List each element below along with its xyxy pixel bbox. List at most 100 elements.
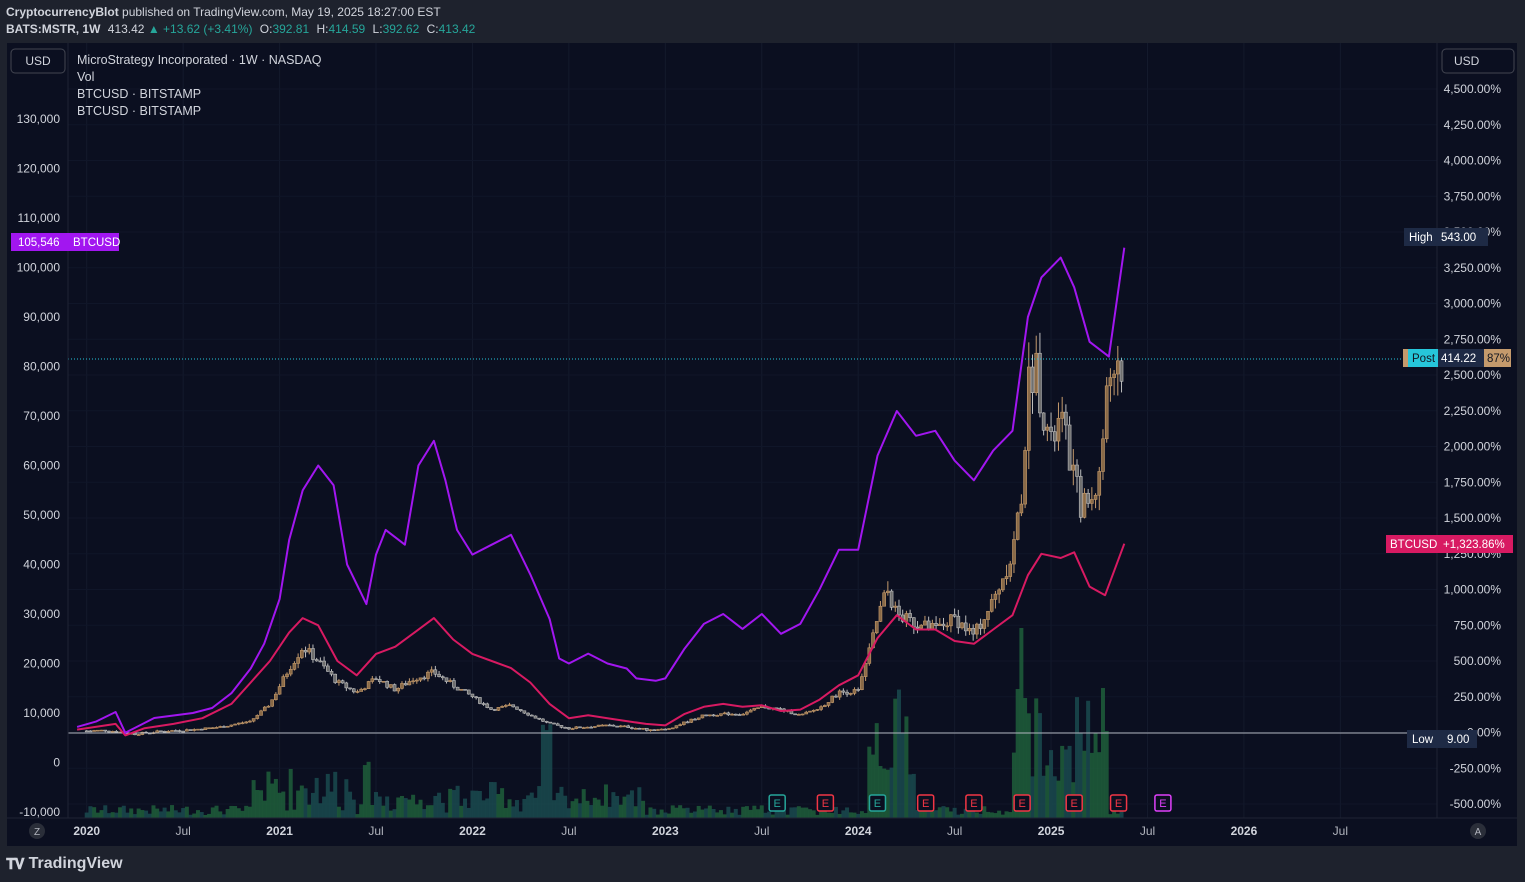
earnings-mark[interactable]: E: [816, 794, 835, 812]
volume-bar: [589, 805, 594, 818]
candle-body: [600, 724, 605, 727]
volume-bar: [830, 812, 835, 818]
author-name[interactable]: CryptocurrencyBlot: [6, 5, 119, 19]
right-tick-label: 2,750.00%: [1444, 332, 1502, 346]
volume-bar: [641, 800, 646, 818]
earnings-mark[interactable]: E: [965, 794, 983, 812]
volume-bar: [1052, 776, 1057, 818]
volume-bar: [555, 792, 560, 818]
legend-vol[interactable]: Vol: [77, 70, 94, 84]
volume-bar: [233, 806, 238, 818]
candle-body: [1112, 373, 1116, 378]
volume-bar: [514, 800, 519, 818]
candle-body: [526, 712, 530, 716]
earnings-mark[interactable]: E: [1154, 794, 1172, 812]
candle-body: [400, 683, 404, 689]
volume-bar: [136, 808, 141, 818]
legend-btc-2[interactable]: BTCUSD · BITSTAMP: [77, 104, 201, 118]
volume-bar: [84, 812, 89, 818]
volume-bar: [414, 804, 419, 818]
candle-body: [181, 730, 185, 733]
candle-body: [537, 717, 542, 720]
volume-bar: [210, 807, 215, 818]
volume-bar: [911, 773, 916, 818]
candle-body: [426, 671, 430, 679]
left-axis[interactable]: 130,000 120,000 110,000 100,000 90,000 80,000…: [17, 112, 61, 819]
volume-bar: [106, 813, 111, 818]
left-tick-label: 60,000: [23, 459, 60, 473]
candle-body: [574, 726, 579, 729]
volume-bar: [540, 724, 545, 818]
earnings-mark[interactable]: E: [1109, 794, 1128, 812]
volume-bar: [1045, 765, 1050, 818]
chart-area[interactable]: E E E E E E E E E 130,000 120,000 110,000 100,000 90…: [7, 43, 1517, 846]
candle-body: [248, 720, 252, 723]
currency-button-right[interactable]: USD: [1441, 48, 1515, 74]
candle-body: [1116, 360, 1120, 375]
candle-body: [611, 724, 616, 727]
volume-bar: [941, 806, 946, 818]
candle-body: [552, 722, 556, 725]
earnings-mark[interactable]: E: [916, 794, 935, 812]
volume-bar: [103, 805, 108, 818]
volume-bar: [871, 754, 876, 818]
left-tick-label: 0: [53, 756, 60, 770]
earnings-mark[interactable]: E: [1013, 794, 1031, 812]
footer-brand[interactable]: 𝐓𝐕 TradingView: [6, 853, 123, 875]
brand-name: TradingView: [28, 855, 123, 872]
earnings-mark[interactable]: E: [768, 794, 786, 812]
volume-bar: [1112, 811, 1117, 818]
volume-bar: [236, 808, 241, 818]
zoom-button[interactable]: Z: [29, 823, 45, 839]
volume-bar: [500, 788, 505, 818]
volume-bar: [396, 797, 401, 818]
right-tick-label: 4,250.00%: [1444, 118, 1502, 132]
candle-body: [392, 684, 397, 692]
volume-bar: [908, 774, 913, 818]
right-tick-label: 1,500.00%: [1444, 511, 1502, 525]
candle-body: [1023, 450, 1027, 505]
volume-bar: [629, 790, 634, 818]
candle-body: [522, 710, 527, 714]
candle-body: [733, 713, 738, 716]
volume-bar: [730, 812, 735, 818]
time-tick-label: 2023: [652, 824, 679, 838]
volume-bar: [726, 806, 731, 818]
left-tick-label: 30,000: [23, 607, 60, 621]
volume-bar: [778, 806, 783, 818]
volume-bar: [685, 807, 690, 818]
volume-bar: [511, 806, 516, 818]
candle-body: [1052, 431, 1057, 442]
candle-body: [567, 727, 571, 730]
symbol-header: BATS:MSTR, 1W 413.42 ▲ +13.62 (+3.41%) O…: [6, 22, 475, 36]
earnings-mark[interactable]: E: [868, 794, 887, 812]
volume-bar: [963, 808, 968, 818]
volume-bar: [1067, 745, 1072, 818]
candle-body: [318, 660, 323, 663]
volume-bar: [655, 814, 660, 818]
volume-bar: [993, 813, 998, 818]
btc-right-badge: BTCUSD +1,323.86%: [1386, 535, 1513, 553]
volume-bar: [422, 809, 427, 818]
earnings-label: E: [1159, 798, 1166, 810]
left-tick-label: -10,000: [19, 805, 60, 819]
legend-btc-1[interactable]: BTCUSD · BITSTAMP: [77, 87, 201, 101]
candle-body: [1104, 385, 1109, 440]
earnings-mark[interactable]: E: [1065, 794, 1083, 812]
publish-header: CryptocurrencyBlot published on TradingV…: [6, 5, 441, 19]
candle-body: [837, 690, 842, 698]
candle-body: [444, 677, 449, 682]
currency-button-left[interactable]: USD: [10, 48, 66, 74]
currency-right-label: USD: [1454, 54, 1480, 68]
time-axis[interactable]: 2020 Jul 2021 Jul 2022 Jul 2023 Jul 2024 Jul 2025 J…: [73, 824, 1348, 838]
auto-scale-button[interactable]: A: [1470, 823, 1486, 839]
candle-body: [300, 650, 304, 658]
candle-body: [381, 681, 386, 683]
candle-body: [96, 729, 100, 732]
volume-bar: [88, 806, 93, 818]
legend-main[interactable]: MicroStrategy Incorporated · 1W · NASDAQ: [77, 53, 322, 67]
volume-bar: [945, 807, 950, 818]
volume-bar: [607, 806, 612, 818]
candle-body: [1041, 412, 1046, 431]
candle-body: [619, 725, 623, 728]
